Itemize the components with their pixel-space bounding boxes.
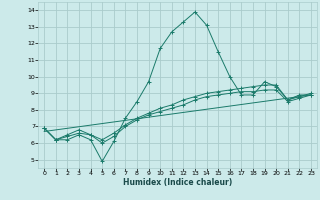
X-axis label: Humidex (Indice chaleur): Humidex (Indice chaleur) <box>123 178 232 187</box>
